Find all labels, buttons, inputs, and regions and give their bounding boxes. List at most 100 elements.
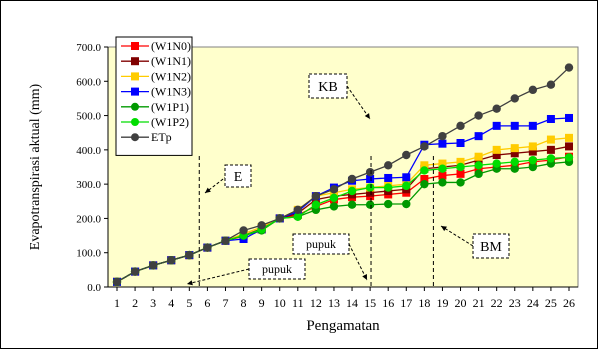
legend-label: (W1N1) — [151, 54, 191, 68]
data-point — [402, 181, 411, 191]
data-point — [365, 200, 375, 209]
data-point — [275, 214, 284, 223]
data-point — [492, 104, 501, 113]
data-point — [564, 63, 574, 72]
data-point — [384, 183, 393, 192]
x-axis: 1 2 3 4 5 6 7 8 9 10 11 12 13 14 15 16 17 18 19 20 21 22 23 24 2… — [108, 286, 578, 310]
x-tick-label: 10 — [274, 296, 286, 310]
data-point — [474, 111, 483, 120]
x-tick-label: 22 — [491, 296, 503, 310]
annotation-label: KB — [318, 80, 337, 95]
x-tick-label: 23 — [509, 296, 521, 310]
data-point — [528, 142, 537, 151]
data-point — [366, 175, 375, 183]
legend-entry: (W1P2) — [121, 115, 189, 129]
data-point — [510, 164, 519, 173]
data-point — [293, 205, 302, 215]
series-etp — [112, 63, 574, 287]
x-tick-label: 16 — [382, 296, 394, 310]
x-tick-label: 5 — [186, 296, 192, 310]
data-point — [438, 164, 447, 173]
y-tick-label: 500.0 — [76, 111, 101, 123]
data-point — [546, 154, 556, 163]
data-point — [510, 121, 519, 130]
data-point — [565, 133, 573, 142]
annotation-box — [292, 233, 350, 255]
y-tick-label: 700.0 — [76, 42, 101, 54]
legend-entry: (W1N2) — [121, 69, 191, 83]
data-point — [546, 145, 555, 154]
data-point — [492, 159, 501, 168]
data-point — [366, 188, 375, 197]
data-point — [528, 147, 537, 156]
y-tick-label: 200.0 — [76, 213, 101, 225]
data-point — [365, 167, 375, 177]
data-point — [546, 135, 555, 144]
data-point — [221, 236, 230, 245]
data-point — [546, 80, 556, 89]
x-tick-label: 19 — [436, 296, 448, 310]
legend-marker — [131, 42, 139, 50]
data-point — [402, 199, 411, 209]
data-point — [347, 186, 357, 196]
annotation-box — [472, 233, 510, 259]
annotation-arrowhead — [362, 274, 367, 280]
data-point — [347, 174, 357, 184]
data-point — [528, 85, 538, 95]
data-point — [564, 153, 574, 162]
legend-entry: (W1P1) — [121, 100, 189, 114]
x-tick-label: 2 — [132, 296, 138, 310]
data-point — [438, 171, 447, 180]
data-point — [148, 261, 158, 270]
data-point — [565, 113, 573, 122]
data-point — [311, 200, 321, 209]
x-tick-label: 1 — [114, 296, 120, 310]
x-tick-label: 18 — [418, 296, 430, 310]
legend-entry: ETp — [121, 130, 172, 144]
legend-entry: (W1N0) — [121, 39, 191, 53]
data-point — [456, 139, 465, 147]
data-point — [203, 243, 212, 252]
data-point — [492, 145, 501, 154]
data-point — [420, 179, 429, 189]
annotation-arrow — [346, 85, 371, 120]
data-point — [456, 178, 465, 187]
data-point — [329, 185, 339, 194]
data-point — [185, 250, 194, 260]
legend-label: (W1N3) — [151, 85, 191, 99]
x-tick-label: 25 — [545, 296, 557, 310]
data-point — [130, 267, 140, 276]
data-point — [510, 157, 519, 167]
annotation-label: BM — [480, 240, 502, 255]
data-point — [510, 144, 519, 153]
data-point — [528, 121, 537, 130]
legend-label: ETp — [151, 130, 172, 144]
x-tick-label: 24 — [527, 296, 539, 310]
legend-label: (W1P1) — [151, 100, 189, 114]
data-point — [456, 162, 465, 172]
annotation-arrowhead — [205, 187, 211, 193]
y-axis-title: Evapotranspirasi aktual (mm) — [28, 83, 43, 250]
legend-box — [115, 36, 193, 156]
annotation-box — [224, 164, 252, 188]
data-point — [438, 159, 447, 168]
data-point — [474, 161, 483, 170]
data-point — [438, 178, 447, 187]
annotation-arrowhead — [441, 226, 447, 232]
legend-marker — [131, 118, 139, 126]
data-point — [492, 151, 501, 159]
data-point — [438, 131, 447, 141]
data-point — [456, 169, 465, 178]
data-point — [384, 199, 393, 209]
data-point — [456, 157, 465, 166]
x-tick-label: 15 — [364, 296, 376, 310]
data-point — [510, 149, 519, 158]
x-tick-label: 26 — [563, 296, 575, 310]
data-point — [293, 212, 302, 221]
data-point — [474, 152, 483, 161]
data-point — [239, 226, 248, 235]
x-tick-label: 14 — [346, 296, 358, 310]
data-point — [546, 115, 555, 123]
data-point — [565, 142, 573, 151]
